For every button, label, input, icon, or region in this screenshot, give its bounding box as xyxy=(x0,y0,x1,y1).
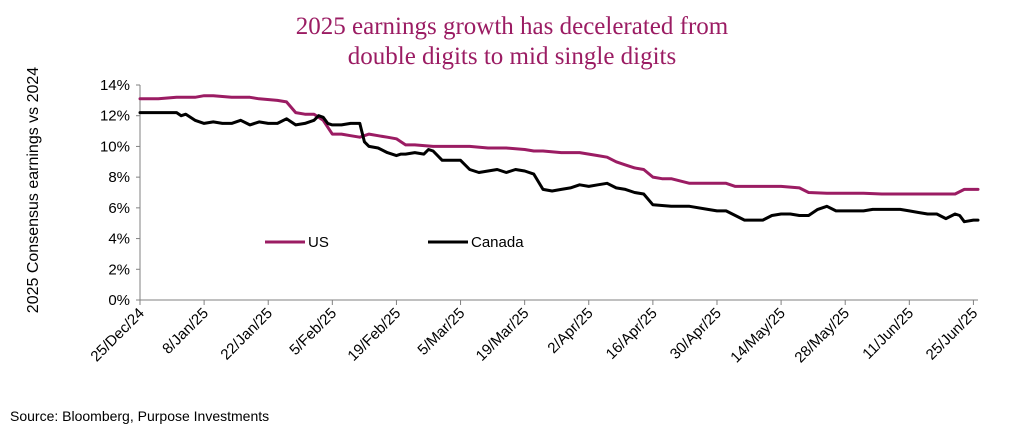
chart-title-line-1: 2025 earnings growth has decelerated fro… xyxy=(295,13,729,40)
x-tick-label: 14/May/25 xyxy=(727,305,789,367)
x-tick-label: 19/Feb/25 xyxy=(344,305,404,365)
x-tick-label: 28/May/25 xyxy=(791,305,853,367)
x-tick-label: 8/Jan/25 xyxy=(159,305,212,358)
x-tick-label: 25/Jun/25 xyxy=(923,305,982,364)
series-line-canada xyxy=(138,111,980,224)
x-tick-label: 5/Feb/25 xyxy=(286,305,340,359)
chart-title: 2025 earnings growth has decelerated fro… xyxy=(0,12,1024,72)
source-note: Source: Bloomberg, Purpose Investments xyxy=(10,408,270,424)
x-tick-label: 22/Jan/25 xyxy=(217,305,276,364)
x-tick-label: 25/Dec/24 xyxy=(87,305,147,365)
legend-label-canada: Canada xyxy=(471,234,524,251)
y-tick-label: 6% xyxy=(108,200,130,217)
y-tick-label: 10% xyxy=(100,138,130,155)
series-layer xyxy=(138,94,980,224)
legend-label-us: US xyxy=(308,234,329,251)
y-tick-label: 0% xyxy=(108,292,130,309)
y-tick-label: 2% xyxy=(108,261,130,278)
y-tick-label: 4% xyxy=(108,231,130,248)
x-tick-label: 30/Apr/25 xyxy=(667,305,725,363)
chart-title-line-2: double digits to mid single digits xyxy=(347,43,677,70)
y-tick-label: 12% xyxy=(100,108,130,125)
y-axis-title: 2025 Consensus earnings vs 2024 xyxy=(25,67,42,313)
y-tick-label: 14% xyxy=(100,77,130,94)
x-tick-label: 19/Mar/25 xyxy=(473,305,533,365)
y-tick-label: 8% xyxy=(108,169,130,186)
series-line-us xyxy=(138,94,980,196)
x-tick-label: 2/Apr/25 xyxy=(544,305,596,357)
axes-layer: 0% 2% 4% 6% 8% 10% 12% 14% 25/Dec/24 8/Jan/25 22/J… xyxy=(87,77,981,366)
x-tick-label: 11/Jun/25 xyxy=(859,305,917,363)
x-tick-label: 16/Apr/25 xyxy=(603,305,661,363)
legend: US Canada xyxy=(265,234,524,251)
x-tick-label: 5/Mar/25 xyxy=(414,305,468,359)
